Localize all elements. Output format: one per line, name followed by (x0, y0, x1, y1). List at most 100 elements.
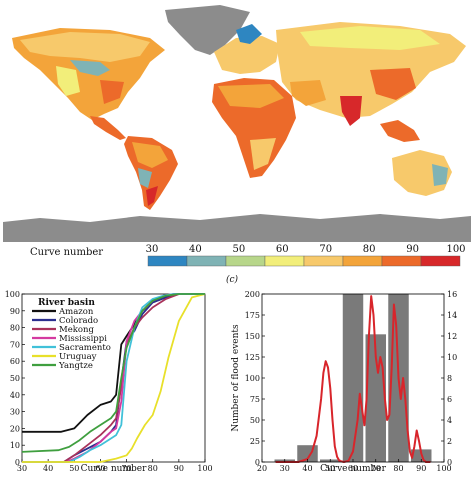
colorbar-cells (147, 255, 461, 267)
colorbar-tick-label: 80 (363, 244, 376, 255)
map-sa-south (146, 186, 158, 206)
histogram-ylabel: Number of flood events (231, 324, 241, 432)
histogram-y-tick-label: 125 (245, 353, 260, 362)
colorbar-tick-label: 50 (232, 244, 245, 255)
map-sa-cool (138, 168, 152, 188)
histogram-y-tick-label: 100 (245, 374, 260, 383)
histogram-xlabel: Curve number (320, 464, 386, 474)
legend-entry: Yangtze (58, 361, 93, 371)
map-se-asia (380, 120, 420, 142)
colorbar-tick-label: 70 (319, 244, 332, 255)
histogram-density-line (275, 295, 431, 463)
histogram-y2-tick-label: 6 (447, 395, 452, 404)
histogram-x-tick-label: 40 (302, 464, 312, 473)
colorbar-tick-labels: 30 40 50 60 70 80 90 100 (146, 244, 466, 255)
cdf-series-line (22, 293, 206, 463)
world-map (3, 2, 471, 242)
histogram-y2-tick-label: 2 (447, 437, 452, 446)
colorbar-tick-label: 60 (276, 244, 289, 255)
map-eu-scandinavia (236, 24, 262, 44)
map-antarctica (3, 214, 471, 242)
cdf-y-tick-label: 0 (15, 458, 20, 467)
colorbar-tick-label: 40 (189, 244, 202, 255)
histogram-y-tick-label: 75 (250, 395, 260, 404)
legend-title: River basin (38, 298, 95, 308)
histogram-y2-tick-label: 8 (447, 374, 452, 383)
colorbar: Curve number 30 40 50 60 70 80 90 100 (c) (30, 244, 466, 285)
cdf-y-tick-label: 60 (10, 357, 20, 366)
histogram-x-tick-label: 90 (416, 464, 426, 473)
histogram-y2-tick-label: 14 (447, 311, 457, 320)
cdf-chart: 30 40 50 60 70 80 90 1000102030405060708090100 … (5, 290, 213, 474)
histogram-bar (342, 294, 364, 462)
cdf-series (21, 293, 206, 463)
map-na-west (56, 66, 80, 96)
map-asia-middle-east (290, 80, 326, 106)
map-sa-amazon (132, 142, 168, 168)
histogram-axes: 20 30 40 50 60 70 80 90 100025507510012515017520… (245, 290, 457, 473)
histogram-y-tick-label: 50 (250, 416, 260, 425)
histogram-x-tick-label: 70 (371, 464, 381, 473)
cdf-x-tick-label: 30 (17, 464, 27, 473)
colorbar-cell (303, 255, 344, 267)
histogram-y-tick-label: 175 (245, 311, 260, 320)
histogram-x-tick-label: 50 (325, 464, 335, 473)
legend-entry: Mekong (59, 325, 94, 335)
cdf-series-line (22, 293, 205, 433)
histogram-y2-tick-label: 12 (447, 332, 457, 341)
histogram-y2-tick-label: 10 (447, 353, 457, 362)
map-africa-sahara (218, 84, 284, 108)
histogram-y-tick-label: 25 (250, 437, 260, 446)
legend-entry: Sacramento (59, 343, 111, 353)
histogram-y-tick-label: 0 (255, 458, 260, 467)
legend-entry: Uruguay (59, 352, 97, 362)
histogram-x-tick-label: 30 (280, 464, 290, 473)
cdf-x-tick-label: 40 (43, 464, 53, 473)
colorbar-cell (186, 255, 227, 267)
cdf-x-tick-label: 80 (148, 464, 158, 473)
map-africa-south (250, 138, 276, 170)
map-australia-east (432, 164, 448, 186)
colorbar-tick-label: 30 (146, 244, 159, 255)
histogram-x-tick-label: 100 (436, 464, 451, 473)
cdf-y-tick-label: 70 (10, 340, 20, 349)
colorbar-tick-label: 90 (406, 244, 419, 255)
legend-entry: Amazon (58, 307, 94, 317)
cdf-y-tick-label: 10 (10, 441, 20, 450)
map-europe (214, 36, 280, 74)
histogram-x-tick-label: 20 (257, 464, 267, 473)
colorbar-cell (147, 255, 188, 267)
colorbar-cell (420, 255, 461, 267)
cdf-y-tick-label: 50 (10, 374, 20, 383)
histogram-y2-tick-label: 0 (447, 458, 452, 467)
histogram-y2-tick-label: 4 (447, 416, 452, 425)
cdf-x-tick-label: 100 (197, 464, 212, 473)
colorbar-label: Curve number (30, 247, 103, 258)
flood-histogram-chart: 20 30 40 50 60 70 80 90 100025507510012515017520… (231, 290, 457, 474)
colorbar-cell (225, 255, 266, 267)
cdf-x-tick-label: 90 (174, 464, 184, 473)
histogram-y2-tick-label: 16 (447, 290, 457, 299)
cdf-x-tick-label: 70 (121, 464, 131, 473)
colorbar-cell (342, 255, 383, 267)
cdf-y-tick-label: 40 (10, 391, 20, 400)
cdf-y-tick-label: 100 (5, 290, 20, 299)
map-asia-india (340, 96, 362, 126)
histogram-y-tick-label: 200 (245, 290, 260, 299)
map-asia-china (370, 68, 416, 100)
map-na-east (100, 80, 124, 104)
map-asia-siberia (300, 26, 440, 50)
histogram-y-tick-label: 150 (245, 332, 260, 341)
colorbar-tick-label: 100 (446, 244, 465, 255)
cdf-series-line (21, 293, 205, 453)
histogram-bar (365, 334, 386, 462)
cdf-axes: 30 40 50 60 70 80 90 100 0 10 20 30 40 50 60 70 80 90 100 (5, 290, 213, 473)
legend-entry: Colorado (59, 316, 98, 326)
histogram-x-tick-label: 60 (348, 464, 358, 473)
map-na-cool (70, 60, 110, 76)
cdf-series-line (22, 293, 205, 463)
cdf-xlabel: Curve number (81, 464, 147, 474)
panel-label: (c) (226, 274, 239, 285)
